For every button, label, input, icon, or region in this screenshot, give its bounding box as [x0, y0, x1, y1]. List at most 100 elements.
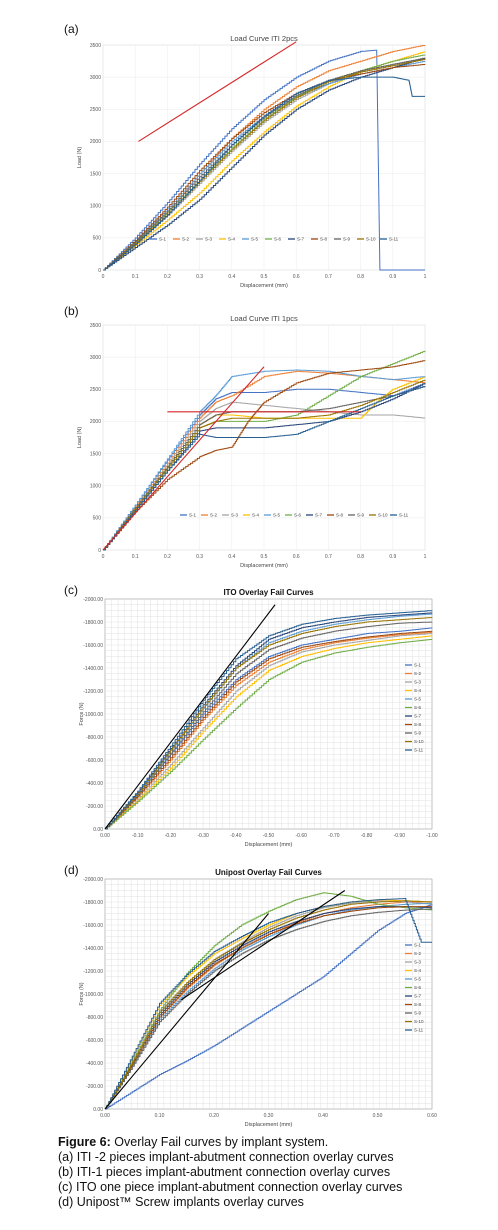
legend-label: S-2 [414, 671, 422, 676]
series-line-s-8 [103, 360, 426, 551]
caption-line-b: (b) ITI-1 pieces implant-abutment connec… [58, 1165, 391, 1179]
x-tick-label: 0.50 [373, 1113, 383, 1119]
series-line-s-8 [103, 64, 426, 271]
caption-line-c: (c) ITO one piece implant-abutment conne… [58, 1180, 403, 1194]
x-tick-label: -0.40 [230, 833, 242, 839]
x-tick-label: -0.80 [361, 833, 373, 839]
series-line-s-8 [105, 906, 432, 1110]
x-tick-label: 0.6 [293, 554, 300, 560]
y-tick-label: 3500 [90, 43, 101, 49]
panel-label-b: (b) [64, 304, 79, 318]
series-line-s-6 [105, 892, 433, 1110]
caption-figure-text: Overlay Fail curves by implant system. [110, 1135, 329, 1149]
panel-label-a: (a) [64, 22, 79, 36]
caption-title-line: Figure 6: Overlay Fail curves by implant… [58, 1135, 488, 1150]
y-tick-label: 500 [93, 236, 102, 242]
x-tick-label: 0.30 [264, 1113, 274, 1119]
legend-label: S-8 [414, 1002, 422, 1007]
legend-label: S-1 [159, 237, 167, 242]
legend-label: S-4 [252, 513, 260, 518]
legend-label: S-6 [294, 513, 302, 518]
y-tick-label: -1600.00 [83, 643, 103, 649]
x-axis-label: Displacement (mm) [240, 563, 288, 569]
x-tick-label: 0 [102, 554, 105, 560]
y-axis-label: Force (N) [79, 702, 85, 725]
legend-label: S-10 [366, 237, 376, 242]
x-tick-label: -0.20 [165, 833, 177, 839]
x-tick-label: 0.5 [261, 554, 268, 560]
chart-c: 0.00 -0.10 -0.20 -0.30 -0.40 -0.50 -0.60 -0.70 -… [79, 588, 438, 848]
y-tick-label: 1000 [90, 204, 101, 210]
x-tick-label: 0.1 [132, 274, 139, 280]
legend-label: S-9 [357, 513, 365, 518]
y-tick-label: -2000.00 [83, 597, 103, 603]
x-tick-label: 0.2 [164, 554, 171, 560]
y-tick-label: -1400.00 [83, 666, 103, 672]
x-tick-label: 0.4 [228, 554, 235, 560]
series-line-s-10 [105, 900, 433, 1110]
series-line-s-6 [105, 639, 433, 830]
x-tick-label: 0.7 [325, 554, 332, 560]
series-line-s-1 [103, 49, 425, 271]
x-tick-label: 0.3 [196, 274, 203, 280]
legend-label: S-6 [414, 985, 422, 990]
legend-label: S-3 [231, 513, 239, 518]
x-tick-label: -0.50 [263, 833, 275, 839]
series-line-s-7 [103, 57, 426, 271]
legend-label: S-2 [414, 951, 422, 956]
legend-label: S-8 [320, 237, 328, 242]
legend-label: S-6 [274, 237, 282, 242]
y-tick-label: 1000 [90, 484, 101, 490]
y-tick-label: 1500 [90, 171, 101, 177]
legend-label: S-10 [414, 1019, 424, 1024]
y-tick-label: 2000 [90, 139, 101, 145]
x-tick-label: -0.90 [394, 833, 406, 839]
fit-line-0 [102, 366, 265, 551]
x-axis-label: Displacement (mm) [245, 842, 293, 848]
chart-a: 0 0.1 0.2 0.3 0.4 0.5 0.6 0.7 0.8 0.9 1 0 500 1000 150… [77, 34, 427, 289]
series-line-s-1 [103, 382, 426, 551]
x-tick-label: 0.1 [132, 554, 139, 560]
series-line-s-10 [105, 617, 433, 830]
legend-label: S-2 [182, 237, 190, 242]
legend-label: S-6 [414, 705, 422, 710]
chart-d: 0.00 0.10 0.20 0.30 0.40 0.50 0.60 0.00 -200.00 -… [79, 868, 437, 1128]
y-tick-label: -1400.00 [83, 946, 103, 952]
x-tick-label: 0.9 [389, 554, 396, 560]
legend-label: S-4 [414, 968, 422, 973]
legend-label: S-5 [414, 977, 422, 982]
x-tick-label: 0.3 [196, 554, 203, 560]
x-tick-label: 0.10 [155, 1113, 165, 1119]
y-tick-label: -200.00 [86, 1084, 103, 1090]
x-tick-label: -0.30 [197, 833, 209, 839]
x-tick-label: -0.60 [295, 833, 307, 839]
x-tick-label: 0.2 [164, 274, 171, 280]
series-line-s-11 [105, 610, 433, 830]
x-tick-label: -0.10 [132, 833, 144, 839]
y-tick-label: -200.00 [86, 804, 103, 810]
legend-label: S-1 [189, 513, 197, 518]
fit-line-0 [138, 41, 297, 142]
x-tick-label: -1.00 [426, 833, 438, 839]
legend-label: S-9 [343, 237, 351, 242]
x-tick-label: 0.40 [318, 1113, 328, 1119]
series-line-s-1 [105, 904, 433, 1110]
y-tick-label: 3000 [90, 75, 101, 81]
legend-label: S-4 [228, 237, 236, 242]
x-tick-label: 0.00 [100, 833, 110, 839]
legend-label: S-7 [297, 237, 305, 242]
y-tick-label: -600.00 [86, 1038, 103, 1044]
y-tick-label: -600.00 [86, 758, 103, 764]
series-line-s-1 [105, 627, 433, 830]
legend-label: S-5 [414, 697, 422, 702]
panel-label-d: (d) [64, 863, 79, 877]
x-tick-label: 0.5 [261, 274, 268, 280]
y-tick-label: -1200.00 [83, 689, 103, 695]
y-tick-label: -1000.00 [83, 992, 103, 998]
y-tick-label: -800.00 [86, 735, 103, 741]
x-axis-label: Displacement (mm) [245, 1122, 293, 1128]
chart-title: Load Curve ITI 1pcs [230, 314, 298, 323]
caption-figure-label: Figure 6: [58, 1135, 111, 1149]
fit-line-0 [104, 604, 276, 830]
y-tick-label: 500 [93, 516, 102, 522]
